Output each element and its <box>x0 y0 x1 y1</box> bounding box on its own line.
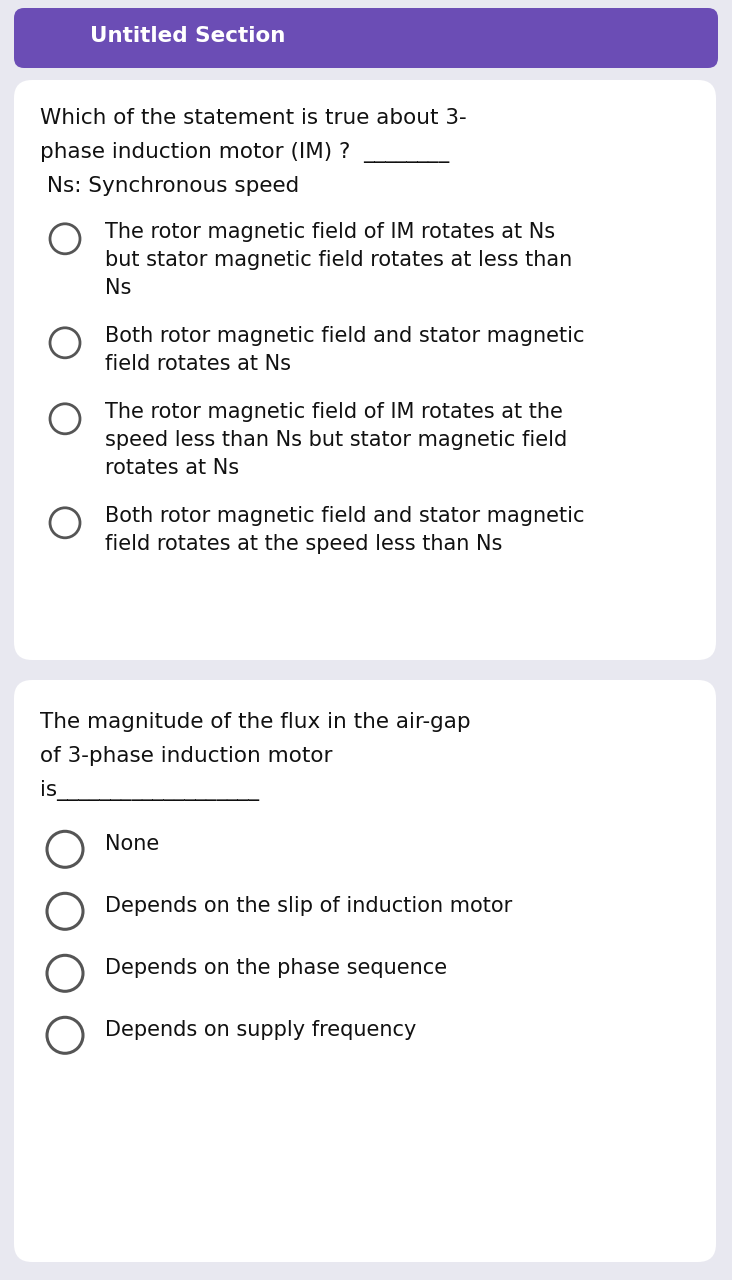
Text: Depends on the phase sequence: Depends on the phase sequence <box>105 957 447 978</box>
Text: rotates at Ns: rotates at Ns <box>105 458 239 477</box>
Text: Which of the statement is true about 3-: Which of the statement is true about 3- <box>40 108 466 128</box>
FancyBboxPatch shape <box>14 8 718 68</box>
Text: Ns: Synchronous speed: Ns: Synchronous speed <box>40 175 299 196</box>
Text: Untitled Section: Untitled Section <box>90 26 285 46</box>
Text: field rotates at Ns: field rotates at Ns <box>105 355 291 374</box>
Text: The rotor magnetic field of IM rotates at the: The rotor magnetic field of IM rotates a… <box>105 402 563 422</box>
Text: is___________________: is___________________ <box>40 780 259 801</box>
Text: field rotates at the speed less than Ns: field rotates at the speed less than Ns <box>105 534 502 554</box>
Text: phase induction motor (IM) ?  ________: phase induction motor (IM) ? ________ <box>40 142 449 163</box>
Text: Depends on the slip of induction motor: Depends on the slip of induction motor <box>105 896 512 916</box>
Text: but stator magnetic field rotates at less than: but stator magnetic field rotates at les… <box>105 250 572 270</box>
Text: None: None <box>105 835 160 854</box>
Text: speed less than Ns but stator magnetic field: speed less than Ns but stator magnetic f… <box>105 430 567 451</box>
FancyBboxPatch shape <box>14 680 716 1262</box>
FancyBboxPatch shape <box>14 79 716 660</box>
Text: Ns: Ns <box>105 278 131 298</box>
Text: of 3-phase induction motor: of 3-phase induction motor <box>40 746 332 765</box>
Text: The rotor magnetic field of IM rotates at Ns: The rotor magnetic field of IM rotates a… <box>105 221 555 242</box>
Text: Both rotor magnetic field and stator magnetic: Both rotor magnetic field and stator mag… <box>105 506 584 526</box>
Text: The magnitude of the flux in the air-gap: The magnitude of the flux in the air-gap <box>40 712 471 732</box>
Text: Depends on supply frequency: Depends on supply frequency <box>105 1020 417 1039</box>
Text: Both rotor magnetic field and stator magnetic: Both rotor magnetic field and stator mag… <box>105 326 584 346</box>
